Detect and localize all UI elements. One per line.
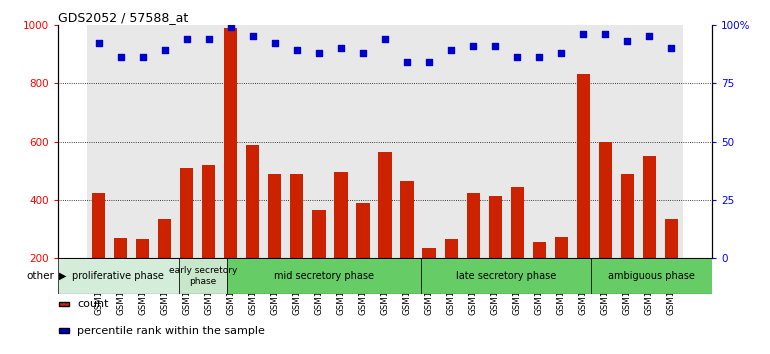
Text: mid secretory phase: mid secretory phase [274,271,374,281]
Point [269,41,281,46]
Bar [268,174,281,258]
Bar [594,25,617,258]
Bar [286,25,308,258]
Bar [396,25,418,258]
Point [599,31,611,37]
Text: other: other [26,271,54,281]
Bar [572,25,594,258]
Bar [511,187,524,258]
Bar [421,258,591,294]
Bar [467,193,480,258]
Bar [242,25,264,258]
Point [225,24,237,30]
Point [643,34,655,39]
Bar [617,25,638,258]
Point [467,43,479,48]
Point [533,55,545,60]
Point [578,31,590,37]
Bar [330,25,352,258]
Bar [661,25,682,258]
Point [555,50,567,56]
Text: ▶: ▶ [59,271,67,281]
Bar [551,25,572,258]
Point [621,38,634,44]
Bar [418,25,440,258]
Bar [224,28,237,258]
Text: late secretory phase: late secretory phase [456,271,557,281]
Point [445,48,457,53]
Bar [227,258,421,294]
Bar [179,258,227,294]
Bar [591,258,712,294]
Point [401,59,413,65]
Bar [109,25,132,258]
Bar [58,258,179,294]
Bar [621,174,634,258]
Point [159,48,171,53]
Text: count: count [77,299,109,309]
Bar [352,25,374,258]
Bar [92,193,105,258]
Text: early secretory
phase: early secretory phase [169,267,237,286]
Bar [180,168,193,258]
Point [489,43,501,48]
Bar [136,239,149,258]
Bar [528,25,551,258]
Text: percentile rank within the sample: percentile rank within the sample [77,326,265,336]
Bar [423,248,436,258]
Bar [400,181,413,258]
Point [313,50,325,56]
Bar [357,203,370,258]
Bar [308,25,330,258]
Bar [378,152,392,258]
Point [136,55,149,60]
Bar [153,25,176,258]
Point [291,48,303,53]
Point [423,59,435,65]
Bar [577,74,590,258]
Point [357,50,369,56]
Point [246,34,259,39]
Bar [444,239,457,258]
Point [180,36,192,42]
Point [665,45,678,51]
Bar [643,156,656,258]
Bar [638,25,661,258]
Point [511,55,524,60]
Bar [374,25,396,258]
Bar [313,210,326,258]
Bar [114,238,127,258]
Bar [533,242,546,258]
Bar [246,144,259,258]
Bar [88,25,109,258]
Bar [599,142,612,258]
Bar [489,196,502,258]
Text: GDS2052 / 57588_at: GDS2052 / 57588_at [58,11,188,24]
Bar [440,25,462,258]
Bar [132,25,153,258]
Point [203,36,215,42]
Bar [334,172,347,258]
Text: proliferative phase: proliferative phase [72,271,164,281]
Bar [665,219,678,258]
Bar [264,25,286,258]
Bar [202,165,216,258]
Point [335,45,347,51]
Point [115,55,127,60]
Bar [554,236,568,258]
Bar [198,25,219,258]
Bar [484,25,506,258]
Text: ambiguous phase: ambiguous phase [608,271,695,281]
Bar [158,219,171,258]
Point [92,41,105,46]
Bar [290,174,303,258]
Point [379,36,391,42]
Bar [462,25,484,258]
Bar [506,25,528,258]
Bar [176,25,198,258]
Bar [219,25,242,258]
